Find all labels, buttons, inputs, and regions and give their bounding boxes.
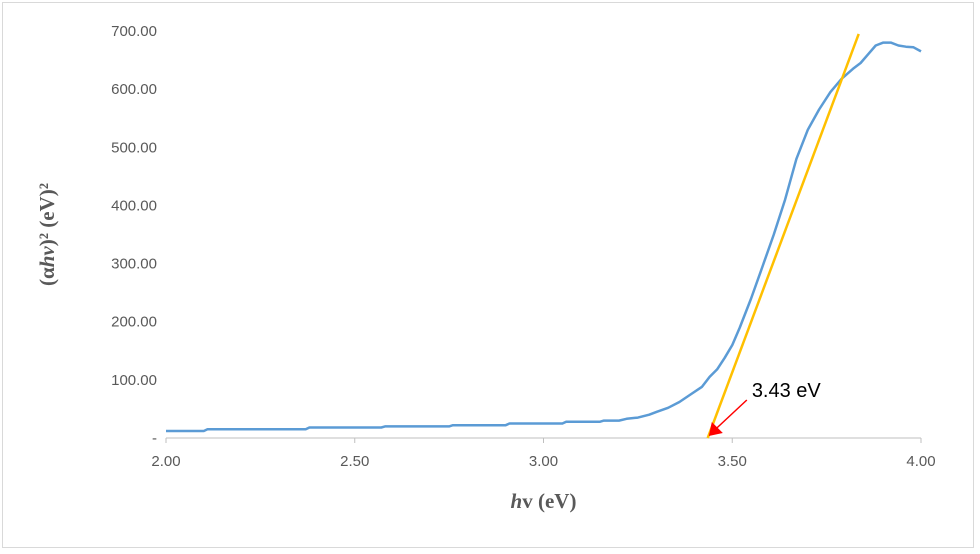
- chart: - 100.00 200.00 300.00 400.00 500.00 600.00 700…: [35, 23, 936, 513]
- y-axis-title-post: )² (eV)²: [35, 183, 59, 246]
- y-tick-label: 200.00: [111, 314, 157, 331]
- data-series-line: [166, 41, 922, 433]
- x-axis-title: hv (eV): [511, 489, 577, 513]
- y-axis-title: (αhv)² (eV)²: [35, 183, 59, 286]
- x-tick-label: 2.00: [151, 453, 180, 470]
- y-tick-label: 600.00: [111, 81, 157, 98]
- x-tick-label: 3.00: [529, 453, 558, 470]
- annotation-label: 3.43 eV: [752, 380, 822, 402]
- x-axis-ticks: 2.00 2.50 3.00 3.50 4.00: [151, 438, 936, 470]
- chart-frame: - 100.00 200.00 300.00 400.00 500.00 600.00 700…: [2, 2, 974, 548]
- linear-fit-line: [706, 33, 860, 439]
- y-axis-ticks: - 100.00 200.00 300.00 400.00 500.00 600.00 700…: [111, 23, 157, 447]
- y-axis-title-italic: hv: [35, 246, 59, 268]
- y-tick-label: 500.00: [111, 139, 157, 156]
- x-axis-title-rest: v (eV): [522, 489, 576, 513]
- y-tick-label: 300.00: [111, 256, 157, 273]
- x-tick-label: 2.50: [340, 453, 369, 470]
- y-tick-label: 400.00: [111, 197, 157, 214]
- y-tick-label: -: [152, 430, 157, 447]
- y-tick-label: 700.00: [111, 23, 157, 40]
- y-axis-title-pre: (α: [35, 267, 59, 286]
- annotation-arrow: [716, 399, 748, 429]
- x-tick-label: 3.50: [718, 453, 747, 470]
- x-tick-label: 4.00: [906, 453, 935, 470]
- y-tick-label: 100.00: [111, 372, 157, 389]
- annotation-arrow-head: [708, 422, 723, 436]
- x-axis-title-italic: h: [511, 489, 523, 513]
